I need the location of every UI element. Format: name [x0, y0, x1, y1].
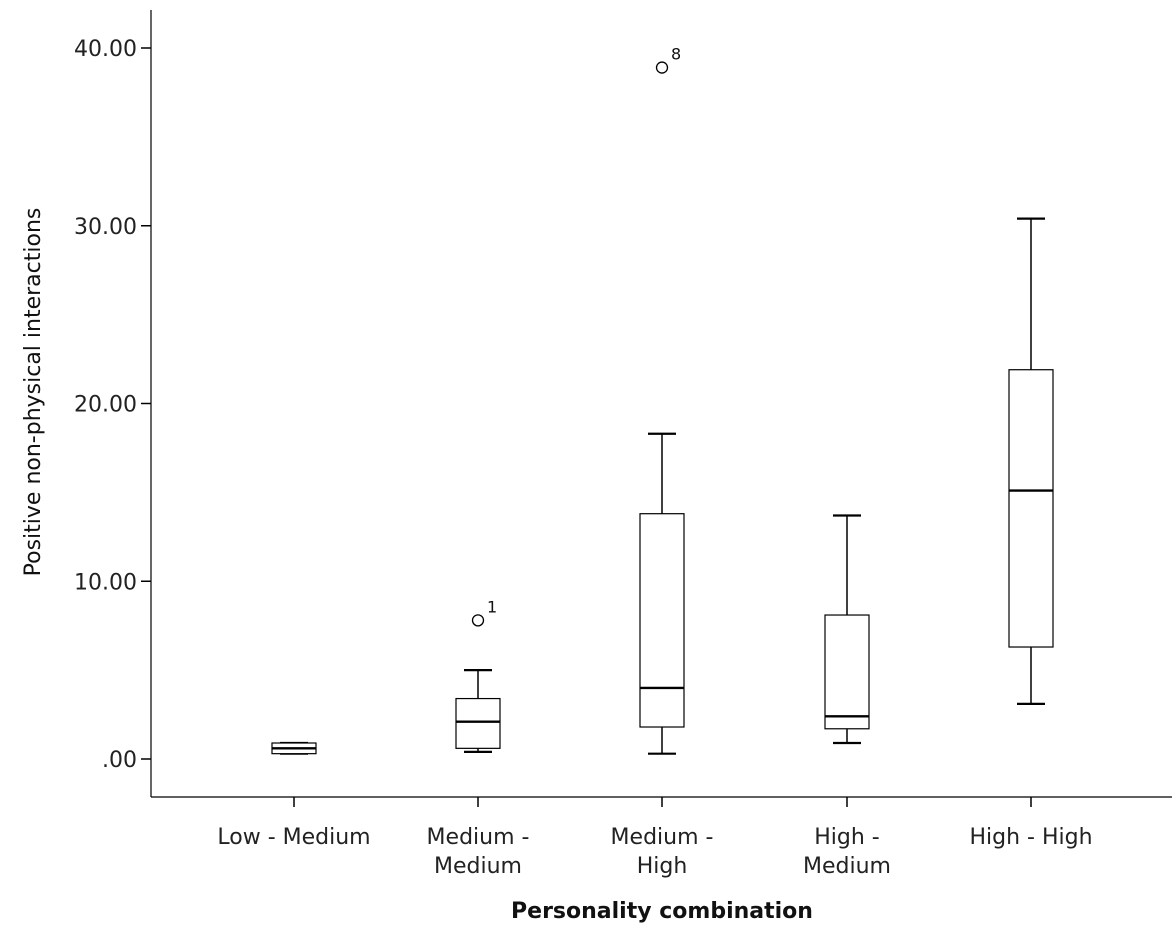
x-tick-label: High - High [969, 825, 1092, 850]
outlier-point [655, 61, 669, 74]
y-tick-label: 40.00 [74, 37, 137, 62]
x-tick-label: Medium - [427, 825, 530, 850]
outlier-point [471, 614, 485, 627]
box-group [1008, 217, 1054, 705]
y-tick-label: 20.00 [74, 393, 137, 418]
x-tick-label: Medium [434, 854, 522, 879]
axes: .00 10.00 20.00 30.00 40.00 Low - Medium Mediu… [74, 10, 1172, 879]
box-group [824, 514, 870, 745]
x-tick-label: Medium - [611, 825, 714, 850]
x-tick-label: Low - Medium [217, 825, 370, 850]
boxes: 18 [271, 45, 1054, 755]
box-group [271, 741, 317, 755]
iqr-box [455, 697, 501, 749]
y-tick-label: 10.00 [74, 570, 137, 595]
outlier-label: 8 [671, 45, 681, 64]
y-axis-title: Positive non-physical interactions [21, 208, 46, 577]
y-tick-label: .00 [102, 748, 137, 773]
x-tick-label: High - [814, 825, 880, 850]
iqr-box [824, 614, 870, 730]
box-group: 1 [455, 597, 501, 753]
outlier-label: 1 [487, 597, 497, 616]
y-tick-label: 30.00 [74, 215, 137, 240]
iqr-box [1008, 369, 1054, 648]
box-group: 8 [639, 45, 685, 755]
x-tick-label: High [637, 854, 688, 879]
iqr-box [639, 513, 685, 728]
x-axis-title: Personality combination [511, 899, 813, 924]
x-tick-label: Medium [803, 854, 891, 879]
